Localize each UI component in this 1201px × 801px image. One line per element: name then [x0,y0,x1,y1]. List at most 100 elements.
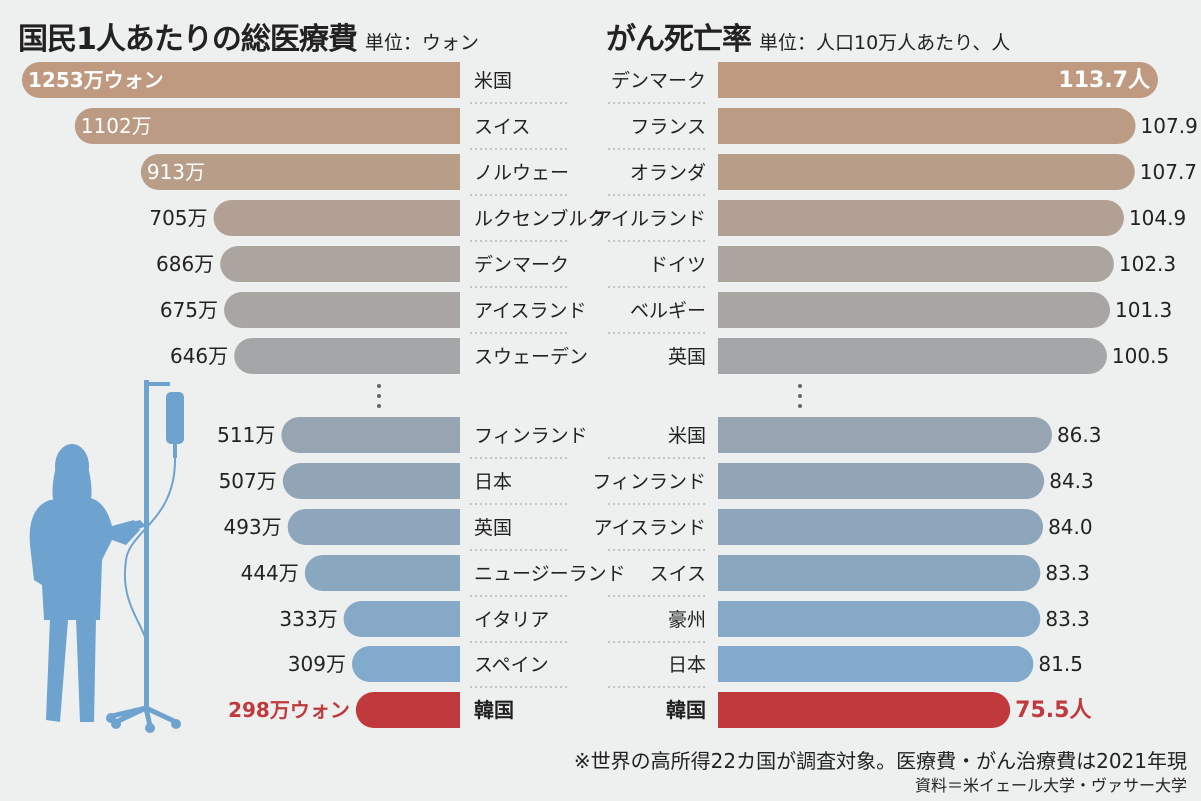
right-bar [718,555,1041,591]
right-value-label: 104.9 [1129,206,1186,230]
left-bar [74,108,460,144]
left-category-label: 米国 [474,70,512,92]
right-value-label: 81.5 [1038,652,1083,676]
left-value-label: 309万 [288,652,346,676]
left-value-label: 1102万 [81,114,152,138]
right-bar [718,463,1045,499]
left-value-label: 913万 [147,160,205,184]
right-value-label: 84.3 [1049,469,1094,493]
right-value-label: 83.3 [1045,607,1090,631]
right-value-label: 83.3 [1045,561,1090,585]
right-category-label: アイスランド [594,517,706,539]
ellipsis-dot [798,404,802,408]
right-value-label: 101.3 [1115,298,1172,322]
left-value-label: 705万 [149,206,207,230]
right-chart-title: がん死亡率 単位：人口10万人あたり、人 [606,14,1010,58]
left-category-label: フィンランド [474,425,588,447]
right-bar [718,62,1158,98]
left-bar [351,646,460,682]
left-value-label: 511万 [217,423,275,447]
right-bar [718,108,1136,144]
left-bar [282,463,460,499]
right-category-label: デンマーク [611,70,706,92]
left-value-label: 298万ウォン [228,698,350,722]
right-bar [718,292,1111,328]
right-category-label: 韓国 [666,698,706,722]
left-unit: 単位：ウォン [364,32,479,54]
right-bar [718,200,1124,237]
right-bar [718,338,1107,374]
left-category-label: スイス [474,116,530,138]
right-bar [718,692,1011,728]
right-value-label: 107.7 [1140,160,1197,184]
right-bar [718,509,1044,545]
right-category-label: 日本 [668,654,706,676]
left-bar [140,154,460,190]
right-value-label: 107.9 [1141,114,1198,138]
right-category-label: 米国 [668,425,706,447]
source-note: 資料＝米イェール大学・ヴァサー大学 [914,776,1187,795]
right-category-label: スイス [650,563,706,585]
left-category-label: アイスランド [474,300,586,322]
right-category-label: 英国 [668,346,706,368]
right-bar [718,601,1041,637]
left-bar [224,292,460,328]
right-bar [718,646,1034,682]
left-value-label: 333万 [279,607,337,631]
right-bar [718,154,1135,190]
ellipsis-dot [377,384,381,388]
right-category-label: オランダ [630,162,706,184]
left-value-label: 686万 [156,252,214,276]
footnote: ※世界の高所得22カ国が調査対象。医療費・がん治療費は2021年現 [573,749,1187,773]
right-category-label: 豪州 [668,609,706,631]
left-value-label: 646万 [170,344,228,368]
left-bar [287,509,460,545]
left-category-label: デンマーク [474,254,569,276]
left-category-label: ルクセンブルク [474,207,606,230]
left-category-label: ノルウェー [474,162,569,184]
right-category-label: ドイツ [649,254,706,276]
left-value-label: 675万 [160,298,218,322]
left-category-label: スウェーデン [474,346,588,368]
left-bar [304,555,460,591]
right-value-label: 113.7人 [1058,68,1150,93]
right-value-label: 75.5人 [1015,698,1091,723]
right-value-label: 102.3 [1119,252,1176,276]
left-category-label: ニュージーランド [474,563,626,585]
left-value-label: 1253万ウォン [28,68,164,92]
left-value-label: 493万 [223,515,281,539]
right-value-label: 86.3 [1057,423,1102,447]
left-bar [220,246,460,282]
ellipsis-dot [798,384,802,388]
left-bar [343,601,460,637]
right-bar-chart: 113.7人 デンマーク 107.9 フランス 107.7 オランダ 104.9 アイルランド… [592,62,1198,728]
right-category-label: ベルギー [630,300,706,322]
left-category-label: スペイン [474,654,549,676]
right-value-label: 100.5 [1112,344,1169,368]
right-category-label: アイルランド [593,208,706,230]
left-bar [213,200,460,237]
right-unit: 単位：人口10万人あたり、人 [759,32,1011,54]
right-title-text: がん死亡率 [606,22,752,57]
left-bar [234,338,460,374]
left-title-text: 国民1人あたりの総医療費 [18,22,358,57]
left-category-label: 日本 [474,471,512,493]
left-category-label: 韓国 [474,698,514,722]
left-category-label: イタリア [474,609,549,631]
right-bar [718,417,1052,453]
patient-iv-illustration [29,380,184,733]
left-bar-chart: 1253万ウォン 米国 1102万 スイス 913万 ノルウェー 705万 ルクセンブルク 68… [22,60,626,730]
ellipsis-dot [377,404,381,408]
right-category-label: フィンランド [592,471,706,493]
right-value-label: 84.0 [1048,515,1093,539]
left-chart-title: 国民1人あたりの総医療費 単位：ウォン [18,14,479,58]
left-value-label: 444万 [241,561,299,585]
right-category-label: フランス [630,116,706,138]
left-value-label: 507万 [219,469,277,493]
left-bar [281,417,460,453]
left-category-label: 英国 [474,517,512,539]
ellipsis-dot [377,394,381,398]
left-bar [22,62,460,98]
ellipsis-dot [798,394,802,398]
